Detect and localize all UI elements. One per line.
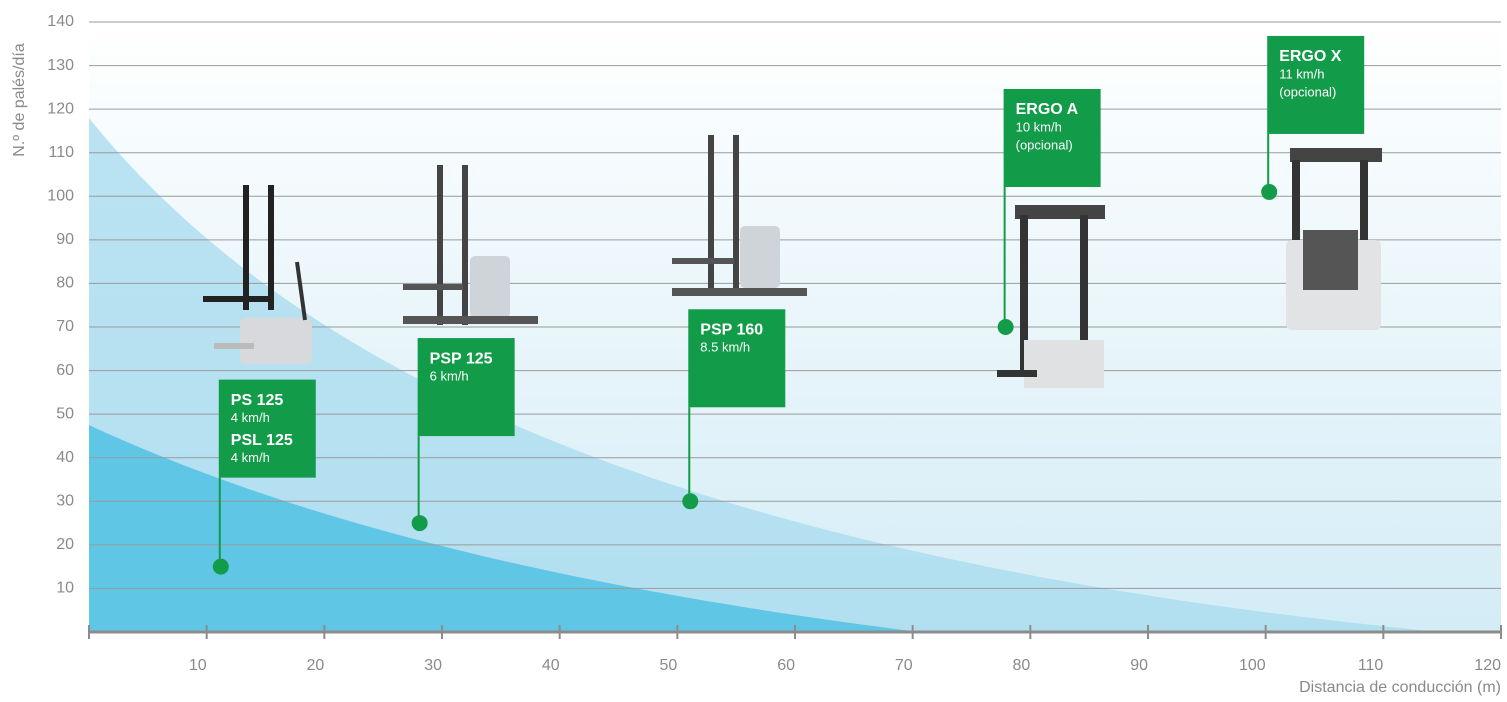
label-box [688,309,786,408]
background-band [89,118,1440,632]
x-tick-label: 90 [1130,657,1148,674]
forklift-image [672,135,807,296]
point [1261,183,1278,200]
x-tick-label: 20 [307,657,325,674]
x-tick-label: 50 [660,657,678,674]
y-tick-label: 120 [47,100,74,117]
y-tick-label: 50 [56,405,74,422]
y-tick-label: 10 [56,580,74,597]
y-tick-label: 70 [56,318,74,335]
y-tick-label: 110 [48,144,74,161]
x-tick-label: 70 [895,657,913,674]
x-tick-label: 100 [1239,657,1266,674]
point [682,493,699,510]
x-tick-label: 40 [542,657,560,674]
label-box [417,338,515,437]
forklift-image [203,185,312,364]
point [212,558,229,575]
model-name: PSP 160 [700,322,763,339]
forklift-image [997,205,1105,388]
y-tick-label: 80 [56,275,74,292]
y-tick-label: 60 [56,362,74,379]
y-tick-label: 130 [47,57,74,74]
model-speed: 10 km/h [1016,119,1062,134]
model-note: (opcional) [1279,84,1336,99]
y-axis-label: N.º de palés/día [11,43,28,157]
model-speed: 8.5 km/h [700,340,750,355]
model-speed: 4 km/h [231,410,270,425]
model-speed: 4 km/h [231,450,270,465]
model-speed: 11 km/h [1279,66,1324,81]
point [997,319,1014,335]
y-tick-label: 90 [56,231,74,248]
point [411,515,428,532]
x-tick-label: 80 [1013,657,1031,674]
x-tick-label: 110 [1358,657,1384,674]
x-tick-label: 60 [777,657,795,674]
forklift-image [403,165,538,325]
y-tick-label: 140 [47,13,74,30]
model-name: PSP 125 [430,350,493,367]
model-note: (opcional) [1016,137,1073,152]
y-tick-label: 30 [56,493,74,510]
label-box [1267,35,1365,134]
y-tick-label: 100 [47,188,74,205]
model-speed: 6 km/h [430,369,469,384]
x-tick-label: 120 [1474,657,1501,674]
y-tick-label: 20 [56,536,74,553]
y-tick-label: 40 [56,449,74,466]
label-box [218,379,316,478]
model-name: ERGO A [1016,101,1079,118]
background-band [89,425,920,632]
forklift-image [1286,148,1382,330]
model-name: PS 125 [231,392,284,409]
model-name: ERGO X [1279,48,1342,65]
model-name: PSL 125 [231,432,293,449]
x-tick-label: 10 [189,657,207,674]
x-tick-label: 30 [424,657,442,674]
x-axis-label: Distancia de conducción (m) [1299,679,1501,696]
label-box [1003,89,1101,187]
